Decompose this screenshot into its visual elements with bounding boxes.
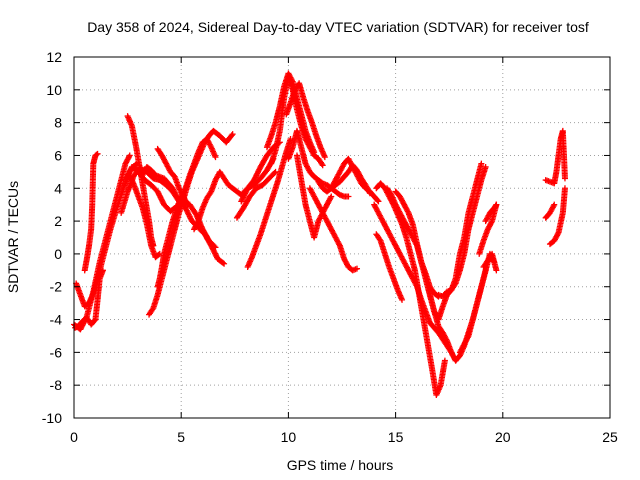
data-point — [211, 243, 218, 250]
y-tick-label: -10 — [42, 410, 62, 426]
data-point — [374, 197, 381, 204]
x-axis-label: GPS time / hours — [287, 457, 394, 473]
data-point — [376, 236, 383, 243]
series-trace-33 — [476, 201, 500, 257]
series-trace-35 — [482, 201, 500, 225]
data-point — [451, 281, 458, 288]
series-trace-3 — [72, 267, 106, 331]
x-tick-label: 5 — [177, 429, 185, 445]
series-trace-18 — [268, 73, 326, 169]
data-point — [228, 132, 235, 139]
x-tick-label: 10 — [281, 429, 297, 445]
y-tick-label: -8 — [50, 377, 63, 393]
data-point — [478, 160, 485, 167]
data-point — [212, 244, 219, 251]
data-point — [184, 201, 191, 208]
data-point — [399, 296, 406, 303]
y-tick-label: 12 — [46, 49, 62, 65]
x-tick-label: 0 — [70, 429, 78, 445]
series-trace-28 — [373, 231, 406, 303]
series-trace-32 — [456, 250, 498, 356]
data-point — [229, 131, 236, 138]
data-point — [212, 154, 219, 161]
data-point — [492, 202, 499, 209]
y-tick-label: 4 — [54, 180, 62, 196]
series-trace-12 — [154, 145, 191, 208]
data-point — [271, 169, 278, 176]
data-point — [220, 259, 227, 266]
data-point — [561, 185, 568, 192]
data-point — [551, 201, 558, 208]
data-point — [221, 260, 228, 267]
data-point — [287, 136, 294, 143]
y-tick-label: -6 — [50, 344, 63, 360]
chart-title: Day 358 of 2024, Sidereal Day-to-day VTE… — [87, 19, 589, 35]
data-point — [126, 152, 133, 159]
y-tick-label: -2 — [50, 279, 63, 295]
series-trace-31 — [435, 163, 489, 300]
data-point — [149, 306, 156, 313]
data-point — [318, 160, 325, 167]
data-point — [99, 267, 106, 274]
series-trace-30 — [422, 160, 485, 323]
data-point — [321, 154, 328, 161]
series-trace-34 — [480, 250, 500, 274]
plot-frame — [73, 56, 611, 419]
series-trace-4 — [81, 150, 101, 274]
data-point — [354, 265, 361, 272]
data-point — [319, 162, 326, 169]
series-trace-38 — [546, 185, 568, 248]
data-point — [493, 267, 500, 274]
series-trace-37 — [542, 201, 558, 221]
data-point — [482, 163, 489, 170]
x-tick-label: 15 — [388, 429, 404, 445]
data-point — [328, 193, 335, 200]
series-trace-24 — [328, 155, 382, 205]
y-tick-label: 8 — [54, 115, 62, 131]
series-trace-20 — [285, 127, 352, 200]
series-trace-21 — [293, 152, 335, 241]
data-point — [561, 175, 568, 182]
series-trace-11 — [154, 136, 219, 290]
y-tick-label: -4 — [50, 312, 63, 328]
y-tick-label: 2 — [54, 213, 62, 229]
y-tick-label: 6 — [54, 147, 62, 163]
data-points — [71, 70, 568, 399]
y-axis-label: SDTVAR / TECUs — [5, 181, 21, 293]
data-point — [272, 168, 279, 175]
series-trace-15 — [238, 139, 283, 205]
x-tick-label: 25 — [602, 429, 618, 445]
data-point — [93, 151, 100, 158]
data-point — [441, 357, 448, 364]
grid-lines — [74, 57, 610, 418]
y-tick-label: 0 — [54, 246, 62, 262]
series-trace-19 — [283, 80, 328, 161]
y-tick-label: 10 — [46, 82, 62, 98]
data-point — [155, 251, 162, 258]
axis-ticks: 0 5 10 15 20 25 -10 -8 -6 -4 -2 0 2 4 6 8 10 12 — [42, 49, 618, 445]
series-trace-16 — [244, 136, 294, 271]
series-trace-14 — [233, 168, 279, 221]
x-tick-label: 20 — [495, 429, 511, 445]
data-point — [375, 198, 382, 205]
data-point — [345, 193, 352, 200]
data-point — [94, 150, 101, 157]
data-point — [493, 201, 500, 208]
series-trace-36 — [542, 127, 568, 187]
series-trace-22 — [306, 185, 361, 274]
